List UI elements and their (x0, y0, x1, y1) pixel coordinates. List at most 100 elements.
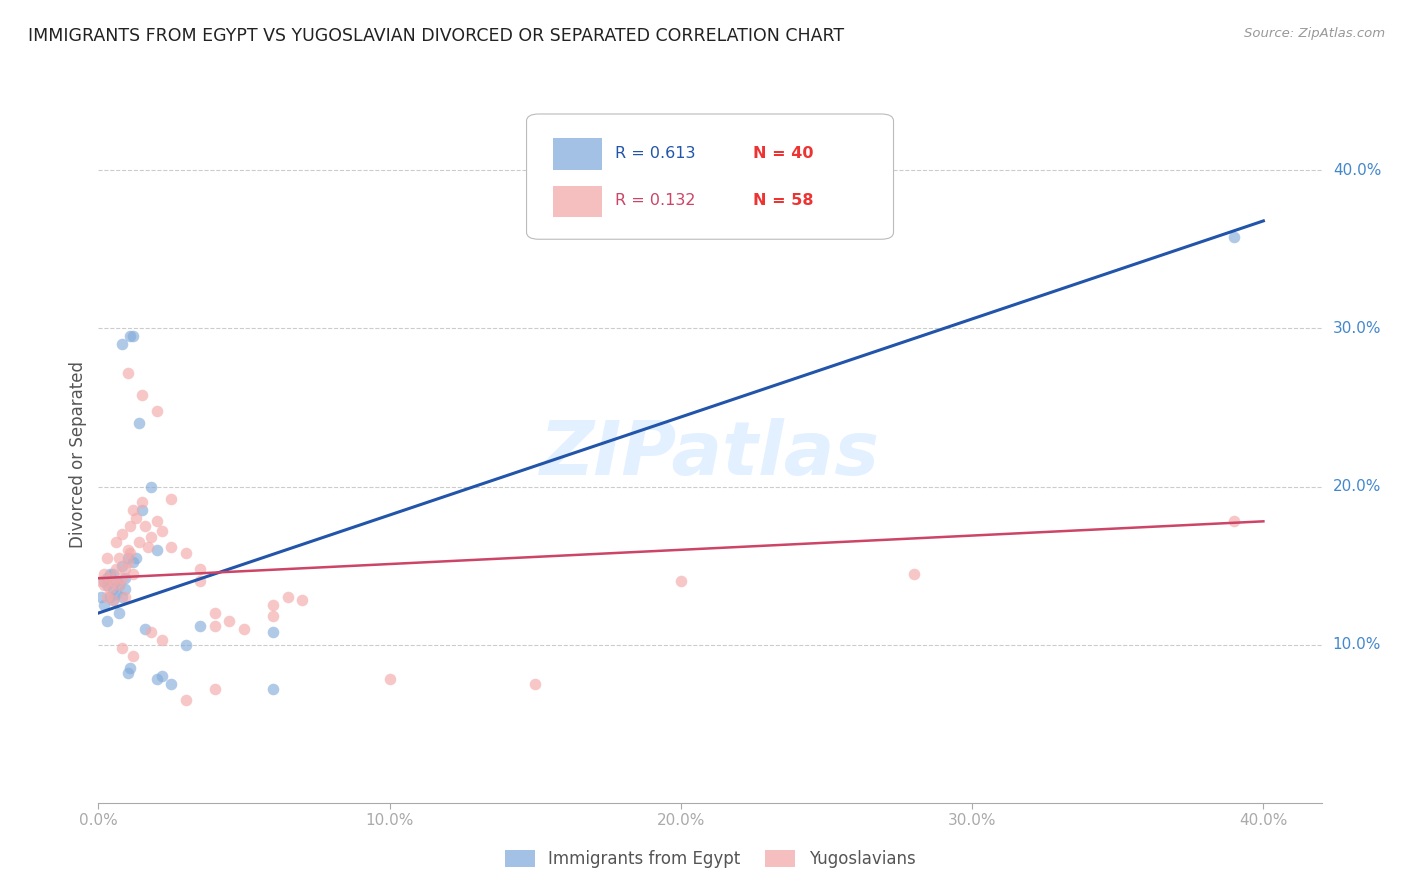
Point (524, 677, 547, 691)
Point (160, 677, 183, 691)
Point (93, 574, 115, 589)
Point (128, 534, 150, 549)
Point (108, 577, 131, 591)
Point (218, 614, 240, 628)
Point (111, 640, 134, 655)
Point (262, 625, 284, 640)
Point (96, 614, 118, 628)
Y-axis label: Divorced or Separated: Divorced or Separated (69, 361, 87, 549)
Point (114, 582, 136, 597)
Point (291, 593, 314, 607)
Point (188, 618, 212, 632)
Point (111, 591, 134, 605)
Point (152, 524, 174, 538)
Point (160, 492, 183, 507)
Point (111, 527, 134, 541)
Point (98, 582, 121, 597)
FancyBboxPatch shape (526, 114, 894, 239)
Text: 10.0%: 10.0% (1333, 637, 1381, 652)
Text: N = 40: N = 40 (752, 146, 813, 161)
Point (108, 577, 131, 591)
Point (101, 593, 124, 607)
Point (93, 566, 115, 581)
Point (96, 577, 118, 591)
Point (1223, 514, 1246, 528)
Point (152, 669, 174, 683)
Bar (554, 138, 602, 169)
Point (90, 591, 112, 605)
Point (204, 618, 226, 632)
Point (174, 638, 197, 652)
Point (378, 673, 401, 687)
Point (122, 648, 145, 663)
Point (108, 550, 131, 565)
Point (174, 546, 197, 560)
Point (145, 542, 167, 557)
Text: 20.0%: 20.0% (1333, 479, 1381, 494)
Point (262, 609, 284, 624)
Bar (554, 186, 602, 217)
Point (1223, 229, 1246, 244)
Point (188, 562, 212, 576)
Point (111, 558, 134, 573)
Point (93, 598, 115, 612)
Point (145, 403, 167, 417)
Point (131, 503, 153, 517)
Point (96, 591, 118, 605)
Point (114, 591, 136, 605)
Point (122, 329, 145, 343)
Point (93, 577, 115, 591)
Point (122, 566, 145, 581)
Point (131, 388, 153, 402)
Legend: Immigrants from Egypt, Yugoslavians: Immigrants from Egypt, Yugoslavians (498, 843, 922, 874)
Point (125, 550, 148, 565)
Point (101, 574, 124, 589)
Point (204, 681, 226, 696)
Point (160, 540, 183, 554)
Point (120, 329, 142, 343)
Point (204, 606, 226, 620)
Point (125, 511, 148, 525)
Point (120, 519, 142, 533)
Point (96, 571, 118, 585)
Point (134, 622, 156, 636)
Point (139, 625, 162, 640)
Point (104, 587, 127, 601)
Point (134, 519, 156, 533)
Point (111, 337, 134, 351)
Point (669, 574, 692, 589)
Text: R = 0.132: R = 0.132 (614, 194, 695, 209)
Point (114, 571, 136, 585)
Point (145, 514, 167, 528)
Point (98, 591, 121, 605)
Point (233, 622, 256, 636)
Point (188, 574, 212, 589)
Point (152, 632, 174, 647)
Point (117, 556, 139, 570)
Point (139, 479, 162, 493)
Point (174, 693, 197, 707)
Text: R = 0.613: R = 0.613 (614, 146, 695, 161)
Point (117, 542, 139, 557)
Point (120, 546, 142, 560)
Text: Source: ZipAtlas.com: Source: ZipAtlas.com (1244, 27, 1385, 40)
Text: N = 58: N = 58 (752, 194, 813, 209)
Point (96, 550, 118, 565)
Point (98, 566, 121, 581)
Point (108, 606, 131, 620)
Point (111, 571, 134, 585)
Point (903, 566, 925, 581)
Text: 30.0%: 30.0% (1333, 321, 1381, 336)
Point (122, 556, 145, 570)
Point (122, 503, 145, 517)
Point (277, 591, 299, 605)
Point (117, 366, 139, 380)
Point (117, 550, 139, 565)
Point (104, 574, 127, 589)
Text: 40.0%: 40.0% (1333, 163, 1381, 178)
Point (104, 562, 127, 576)
Point (117, 666, 139, 681)
Point (131, 495, 153, 509)
Point (262, 681, 284, 696)
Text: IMMIGRANTS FROM EGYPT VS YUGOSLAVIAN DIVORCED OR SEPARATED CORRELATION CHART: IMMIGRANTS FROM EGYPT VS YUGOSLAVIAN DIV… (28, 27, 844, 45)
